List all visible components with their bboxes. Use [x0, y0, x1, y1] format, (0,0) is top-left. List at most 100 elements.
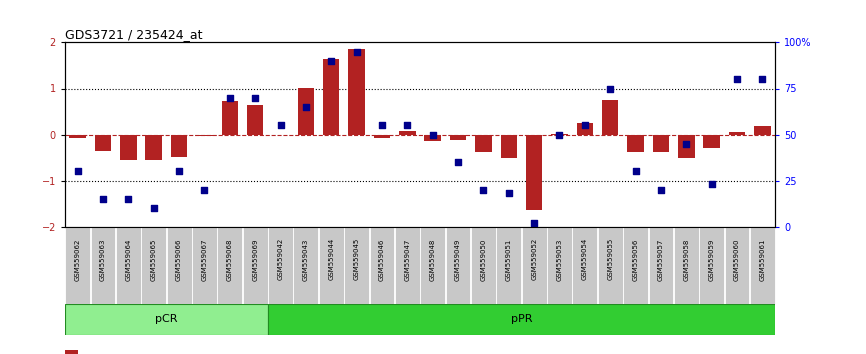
Text: GSM559059: GSM559059 [708, 238, 714, 281]
Bar [166, 227, 191, 304]
Text: GSM559057: GSM559057 [658, 238, 664, 281]
Bar [552, 133, 568, 135]
Bar [572, 227, 598, 304]
Bar [699, 227, 724, 304]
Bar [65, 304, 268, 335]
Point [249, 95, 262, 101]
Bar [501, 135, 517, 158]
Point [324, 58, 338, 64]
Bar [323, 58, 339, 135]
Bar [598, 227, 623, 304]
Point [476, 187, 490, 193]
Point [121, 196, 135, 202]
Point [578, 122, 591, 128]
Text: GSM559051: GSM559051 [506, 238, 512, 281]
Point [299, 104, 313, 110]
Text: GSM559053: GSM559053 [557, 238, 563, 281]
Bar [521, 227, 546, 304]
Text: GSM559045: GSM559045 [353, 238, 359, 280]
Text: GSM559054: GSM559054 [582, 238, 588, 280]
Bar [120, 135, 137, 160]
Bar [395, 227, 420, 304]
Point [274, 122, 288, 128]
Text: GDS3721 / 235424_at: GDS3721 / 235424_at [65, 28, 203, 41]
Point [604, 86, 617, 91]
Bar [729, 132, 746, 135]
Point [501, 190, 515, 196]
Bar [674, 227, 699, 304]
Bar [602, 100, 618, 135]
Text: GSM559063: GSM559063 [100, 238, 106, 281]
Text: GSM559066: GSM559066 [176, 238, 182, 281]
Bar [370, 227, 394, 304]
Bar [624, 227, 648, 304]
Bar [268, 227, 293, 304]
Text: GSM559064: GSM559064 [126, 238, 132, 281]
Bar [496, 227, 521, 304]
Point [553, 132, 566, 137]
Point [146, 205, 160, 211]
Text: GSM559047: GSM559047 [404, 238, 410, 281]
Text: GSM559055: GSM559055 [607, 238, 613, 280]
Bar [69, 135, 86, 138]
Text: GSM559069: GSM559069 [252, 238, 258, 281]
Bar [649, 227, 674, 304]
Text: GSM559048: GSM559048 [430, 238, 436, 281]
Text: GSM559049: GSM559049 [455, 238, 461, 281]
Bar [374, 135, 391, 138]
Point [629, 169, 643, 174]
Text: GSM559060: GSM559060 [734, 238, 740, 281]
Bar [653, 135, 669, 152]
Point [375, 122, 389, 128]
Bar [754, 126, 771, 135]
Text: GSM559050: GSM559050 [481, 238, 487, 281]
Point [730, 76, 744, 82]
Text: GSM559042: GSM559042 [277, 238, 283, 280]
Bar [298, 87, 314, 135]
Text: GSM559065: GSM559065 [151, 238, 157, 281]
Text: GSM559046: GSM559046 [379, 238, 385, 281]
Bar [116, 227, 141, 304]
Bar [247, 105, 263, 135]
Bar [344, 227, 369, 304]
Text: GSM559058: GSM559058 [683, 238, 689, 281]
Point [172, 169, 186, 174]
Text: GSM559061: GSM559061 [759, 238, 766, 281]
Point [96, 196, 110, 202]
Point [426, 132, 440, 137]
Bar [449, 135, 466, 140]
Bar [627, 135, 643, 152]
Bar [91, 227, 115, 304]
Bar [446, 227, 470, 304]
Point [527, 220, 541, 226]
Bar [471, 227, 496, 304]
Bar [750, 227, 775, 304]
Text: pCR: pCR [155, 314, 178, 325]
Bar [725, 227, 749, 304]
Point [755, 76, 769, 82]
Bar [217, 227, 242, 304]
Point [451, 159, 465, 165]
Bar [399, 131, 416, 135]
Bar [192, 227, 216, 304]
Bar [678, 135, 695, 158]
Bar [526, 135, 542, 210]
Bar [294, 227, 319, 304]
Bar [272, 135, 288, 136]
Bar [577, 123, 593, 135]
Text: GSM559052: GSM559052 [531, 238, 537, 280]
Point [705, 181, 719, 187]
Point [654, 187, 668, 193]
Point [679, 141, 693, 147]
Text: GSM559056: GSM559056 [632, 238, 638, 281]
Bar [222, 101, 238, 135]
Point [71, 169, 85, 174]
Bar [94, 135, 111, 151]
Bar [268, 304, 775, 335]
Bar [547, 227, 572, 304]
Bar [424, 135, 441, 141]
Text: GSM559043: GSM559043 [303, 238, 309, 281]
Point [400, 122, 414, 128]
Bar [703, 135, 720, 148]
Text: GSM559067: GSM559067 [202, 238, 208, 281]
